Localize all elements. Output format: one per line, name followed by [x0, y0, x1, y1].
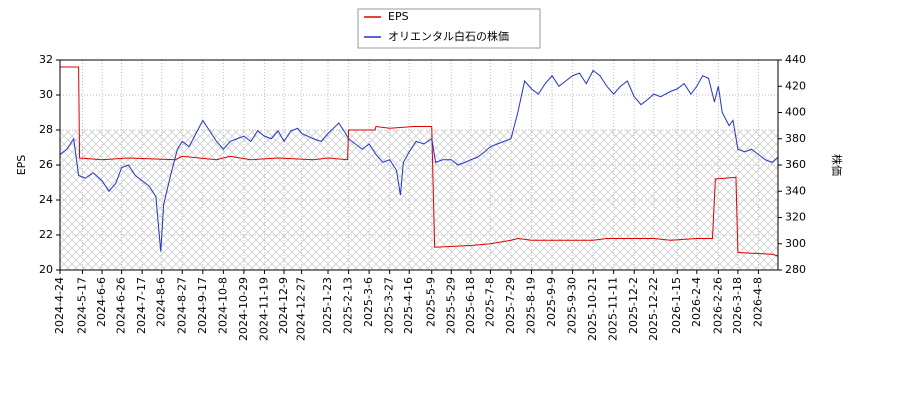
x-tick-label: 2024-6-26	[115, 277, 128, 334]
legend: EPS オリエンタル白石の株価	[364, 10, 509, 43]
x-tick-label: 2024-5-17	[75, 277, 88, 334]
y2-tick-label: 340	[785, 184, 806, 197]
x-tick-label: 2026-2-4	[690, 277, 703, 327]
series-line	[59, 69, 779, 252]
x-tick-label: 2025-7-8	[483, 277, 496, 327]
x-tick-label: 2025-3-27	[383, 277, 396, 334]
x-tick-label: 2026-1-15	[670, 277, 683, 334]
legend-label: EPS	[388, 10, 409, 23]
grid	[59, 59, 778, 271]
x-tick-label: 2025-5-9	[425, 277, 438, 327]
x-tick-label: 2024-10-29	[237, 277, 250, 341]
x-tick-label: 2025-8-19	[524, 277, 537, 334]
y-tick-label: 26	[39, 158, 53, 171]
y2-tick-label: 300	[785, 237, 806, 250]
legend-label: オリエンタル白石の株価	[388, 29, 509, 43]
x-tick-label: 2026-2-26	[711, 277, 724, 334]
y2-tick-label: 320	[785, 211, 806, 224]
y-tick-label: 28	[39, 123, 53, 136]
x-tick-label: 2024-8-6	[155, 277, 168, 327]
x-tick-label: 2026-4-8	[751, 277, 764, 327]
y-axis-label: EPS	[15, 155, 28, 176]
y2-tick-label: 420	[785, 79, 806, 92]
x-tick-label: 2025-5-29	[444, 277, 457, 334]
legend-box	[357, 8, 541, 49]
y-tick-label: 30	[39, 88, 53, 101]
x-tick-label: 2024-8-27	[175, 277, 188, 334]
x-tick-label: 2025-3-6	[362, 277, 375, 327]
x-tick-label: 2025-1-23	[321, 277, 334, 334]
y2-tick-label: 360	[785, 158, 806, 171]
x-tick-label: 2024-11-19	[257, 277, 270, 341]
x-tick-label: 2024-12-9	[277, 277, 290, 334]
series-line	[60, 66, 779, 257]
x-tick-label: 2024-6-6	[95, 277, 108, 327]
x-tick-label: 2025-7-29	[504, 277, 517, 334]
x-tick-label: 2025-12-22	[647, 277, 660, 341]
x-tick-label: 2025-12-2	[627, 277, 640, 334]
x-tick-label: 2025-6-18	[464, 277, 477, 334]
x-tick-label: 2025-2-13	[342, 277, 355, 334]
x-tick-label: 2025-4-16	[402, 277, 415, 334]
y-tick-label: 24	[39, 193, 53, 206]
y-tick-label: 32	[39, 53, 53, 66]
series-lines	[59, 66, 779, 257]
x-tick-label: 2025-9-30	[566, 277, 579, 334]
hatched-band	[60, 130, 778, 270]
y2-tick-label: 280	[785, 263, 806, 276]
y2-tick-label: 380	[785, 132, 806, 145]
x-tick-label: 2024-10-8	[216, 277, 229, 334]
x-tick-label: 2024-9-17	[196, 277, 209, 334]
y2-axis-label: 株価	[830, 154, 844, 176]
y2-tick-label: 440	[785, 53, 806, 66]
x-tick-label: 2025-9-9	[545, 277, 558, 327]
x-tick-label: 2025-10-21	[586, 277, 599, 341]
x-tick-label: 2024-12-27	[295, 277, 308, 341]
x-tick-label: 2026-3-18	[731, 277, 744, 334]
x-tick-label: 2024-7-17	[135, 277, 148, 334]
y-tick-label: 20	[39, 263, 53, 276]
x-tick-label: 2025-11-11	[607, 277, 620, 341]
x-tick-label: 2024-4-24	[53, 277, 66, 334]
y-tick-label: 22	[39, 228, 53, 241]
y2-tick-label: 400	[785, 106, 806, 119]
